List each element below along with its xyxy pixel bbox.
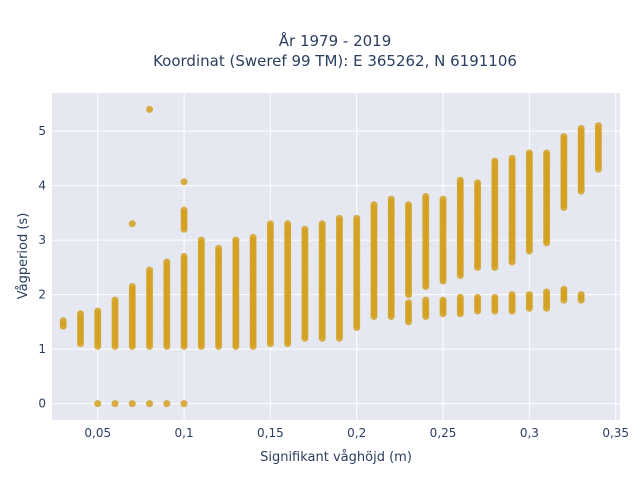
data-point xyxy=(146,105,154,113)
chart-title-line-2: Koordinat (Sweref 99 TM): E 365262, N 61… xyxy=(153,52,517,70)
data-point xyxy=(422,193,430,201)
data-point xyxy=(318,220,326,228)
data-point xyxy=(76,310,84,318)
y-tick-label: 5 xyxy=(38,124,46,138)
data-point xyxy=(370,201,378,209)
data-point xyxy=(180,178,188,186)
data-point xyxy=(405,201,413,209)
x-tick-label: 0,3 xyxy=(520,426,539,440)
data-point xyxy=(543,288,551,296)
data-point xyxy=(128,400,136,408)
data-point xyxy=(163,258,171,266)
y-tick-label: 0 xyxy=(38,397,46,411)
y-tick-label: 1 xyxy=(38,342,46,356)
data-point xyxy=(577,124,585,132)
chart-title-line-1: År 1979 - 2019 xyxy=(279,31,392,50)
data-point xyxy=(422,296,430,304)
data-point xyxy=(474,179,482,187)
data-point xyxy=(215,244,223,252)
data-point xyxy=(594,122,602,130)
y-tick-label: 2 xyxy=(38,288,46,302)
data-point xyxy=(353,214,361,222)
data-point xyxy=(111,400,119,408)
data-point xyxy=(128,220,136,228)
data-point xyxy=(525,149,533,157)
data-point xyxy=(456,293,464,301)
data-point xyxy=(335,214,343,222)
data-point xyxy=(525,291,533,299)
data-point xyxy=(232,236,240,244)
data-point xyxy=(111,296,119,304)
x-tick-label: 0,35 xyxy=(602,426,629,440)
data-point xyxy=(387,195,395,203)
data-point xyxy=(491,293,499,301)
y-axis-ticks: 0 1 2 3 4 5 xyxy=(38,124,46,411)
data-point xyxy=(249,233,257,241)
x-tick-label: 0,25 xyxy=(430,426,457,440)
data-point xyxy=(301,225,309,233)
y-axis-title: Vågperiod (s) xyxy=(16,213,31,300)
data-point xyxy=(146,400,154,408)
data-point xyxy=(439,296,447,304)
data-point xyxy=(197,236,205,244)
data-point xyxy=(508,154,516,162)
y-tick-label: 4 xyxy=(38,179,46,193)
x-tick-label: 0,2 xyxy=(347,426,366,440)
data-point xyxy=(163,400,171,408)
data-point xyxy=(266,220,274,228)
data-point xyxy=(94,400,102,408)
data-point xyxy=(577,291,585,299)
x-tick-label: 0,05 xyxy=(84,426,111,440)
data-points xyxy=(59,105,602,408)
data-point xyxy=(146,266,154,274)
data-point xyxy=(180,400,188,408)
data-point xyxy=(508,291,516,299)
data-point xyxy=(560,133,568,141)
data-point xyxy=(474,293,482,301)
x-tick-label: 0,15 xyxy=(257,426,284,440)
data-point xyxy=(456,176,464,184)
data-point xyxy=(491,157,499,165)
data-point xyxy=(94,307,102,315)
x-axis-ticks: 0,05 0,1 0,15 0,2 0,25 0,3 0,35 xyxy=(84,426,629,440)
data-point xyxy=(180,253,188,260)
data-point xyxy=(284,220,292,228)
data-point xyxy=(128,282,136,290)
data-point xyxy=(59,317,67,325)
y-tick-label: 3 xyxy=(38,233,46,247)
data-point xyxy=(560,285,568,293)
data-point xyxy=(180,206,188,214)
x-tick-label: 0,1 xyxy=(175,426,194,440)
data-point xyxy=(405,299,413,307)
data-point xyxy=(439,195,447,203)
data-point xyxy=(543,149,551,157)
x-axis-title: Signifikant våghöjd (m) xyxy=(260,450,412,465)
